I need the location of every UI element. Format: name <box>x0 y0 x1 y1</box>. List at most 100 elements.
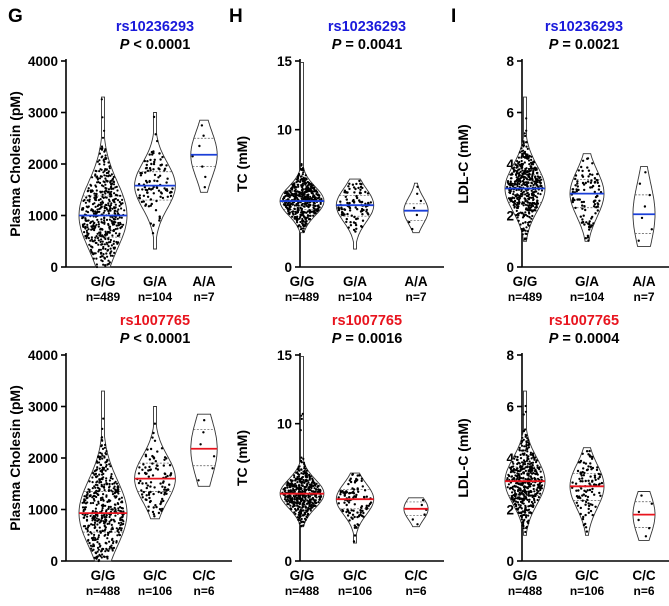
data-point <box>530 482 533 486</box>
data-point <box>108 500 111 503</box>
data-point <box>286 482 289 485</box>
p-value-text: = 0.0041 <box>341 37 402 53</box>
data-point <box>517 511 520 514</box>
data-point <box>301 494 304 497</box>
n-label: n=106 <box>570 584 605 598</box>
data-point <box>115 540 118 543</box>
data-point <box>99 497 103 500</box>
data-points <box>191 124 207 189</box>
data-point <box>306 499 309 502</box>
data-point <box>289 479 292 482</box>
data-point <box>108 174 111 177</box>
data-point <box>311 184 314 187</box>
data-point <box>583 489 586 492</box>
data-point <box>293 504 296 507</box>
data-point <box>88 200 91 203</box>
data-point <box>524 134 527 138</box>
data-point <box>137 472 141 475</box>
data-point <box>161 155 164 159</box>
data-point <box>298 217 301 220</box>
data-point <box>104 203 107 206</box>
data-point <box>101 201 105 204</box>
data-point <box>101 553 104 556</box>
x-category-label: A/A <box>632 274 656 289</box>
data-point <box>141 468 144 471</box>
data-point <box>312 186 315 189</box>
data-point <box>290 499 293 502</box>
data-point <box>96 181 99 184</box>
data-point <box>534 456 537 459</box>
data-point <box>284 203 287 206</box>
data-point <box>110 220 113 223</box>
data-point <box>599 494 602 497</box>
data-point <box>588 173 592 176</box>
data-point <box>142 490 145 494</box>
data-point <box>648 527 651 530</box>
data-point <box>347 482 350 486</box>
data-point <box>302 457 305 460</box>
data-point <box>529 165 532 168</box>
data-point <box>293 204 296 207</box>
data-points <box>136 422 173 518</box>
y-tick-label: 4000 <box>28 348 58 363</box>
data-point <box>103 483 106 486</box>
data-point <box>146 169 150 172</box>
data-point <box>576 185 579 188</box>
data-point <box>348 492 351 495</box>
data-point <box>89 514 92 518</box>
data-point <box>117 531 120 534</box>
data-point <box>95 517 98 520</box>
data-point <box>106 522 109 526</box>
data-point <box>341 509 345 513</box>
data-point <box>307 187 310 190</box>
data-point <box>105 479 108 482</box>
data-point <box>86 526 90 529</box>
data-point <box>530 457 533 460</box>
data-point <box>586 180 590 183</box>
data-point <box>159 482 162 485</box>
data-point <box>581 218 584 221</box>
data-point <box>521 211 524 214</box>
data-point <box>578 477 581 481</box>
data-point <box>300 209 303 212</box>
data-point <box>101 116 104 119</box>
data-point <box>106 500 109 503</box>
data-point <box>530 500 534 504</box>
data-point <box>302 461 306 464</box>
x-category-label: A/A <box>404 274 428 289</box>
data-point <box>309 507 312 510</box>
data-point <box>579 471 582 474</box>
data-point <box>506 180 510 183</box>
data-point <box>514 169 517 172</box>
data-point <box>153 486 156 489</box>
data-points <box>197 419 216 482</box>
data-point <box>522 459 526 462</box>
data-point <box>94 226 97 229</box>
data-point <box>298 486 301 489</box>
data-point <box>344 195 347 198</box>
data-point <box>89 183 92 186</box>
data-point <box>359 210 363 213</box>
data-point <box>591 479 594 482</box>
data-point <box>301 520 304 523</box>
n-label: n=489 <box>86 290 121 304</box>
data-point <box>367 213 370 216</box>
data-point <box>307 481 310 484</box>
data-point <box>94 252 97 255</box>
data-point <box>526 437 529 440</box>
data-point <box>88 490 91 493</box>
data-point <box>106 230 110 233</box>
data-point <box>513 503 516 506</box>
x-category-label: G/C <box>143 568 167 583</box>
data-point <box>533 476 536 480</box>
data-point <box>537 192 540 195</box>
data-point <box>84 217 87 220</box>
data-point <box>527 167 531 171</box>
data-point <box>152 455 155 459</box>
data-point <box>527 492 530 495</box>
data-point <box>591 513 594 517</box>
data-point <box>86 219 89 222</box>
data-point <box>102 499 105 502</box>
data-point <box>110 473 113 476</box>
